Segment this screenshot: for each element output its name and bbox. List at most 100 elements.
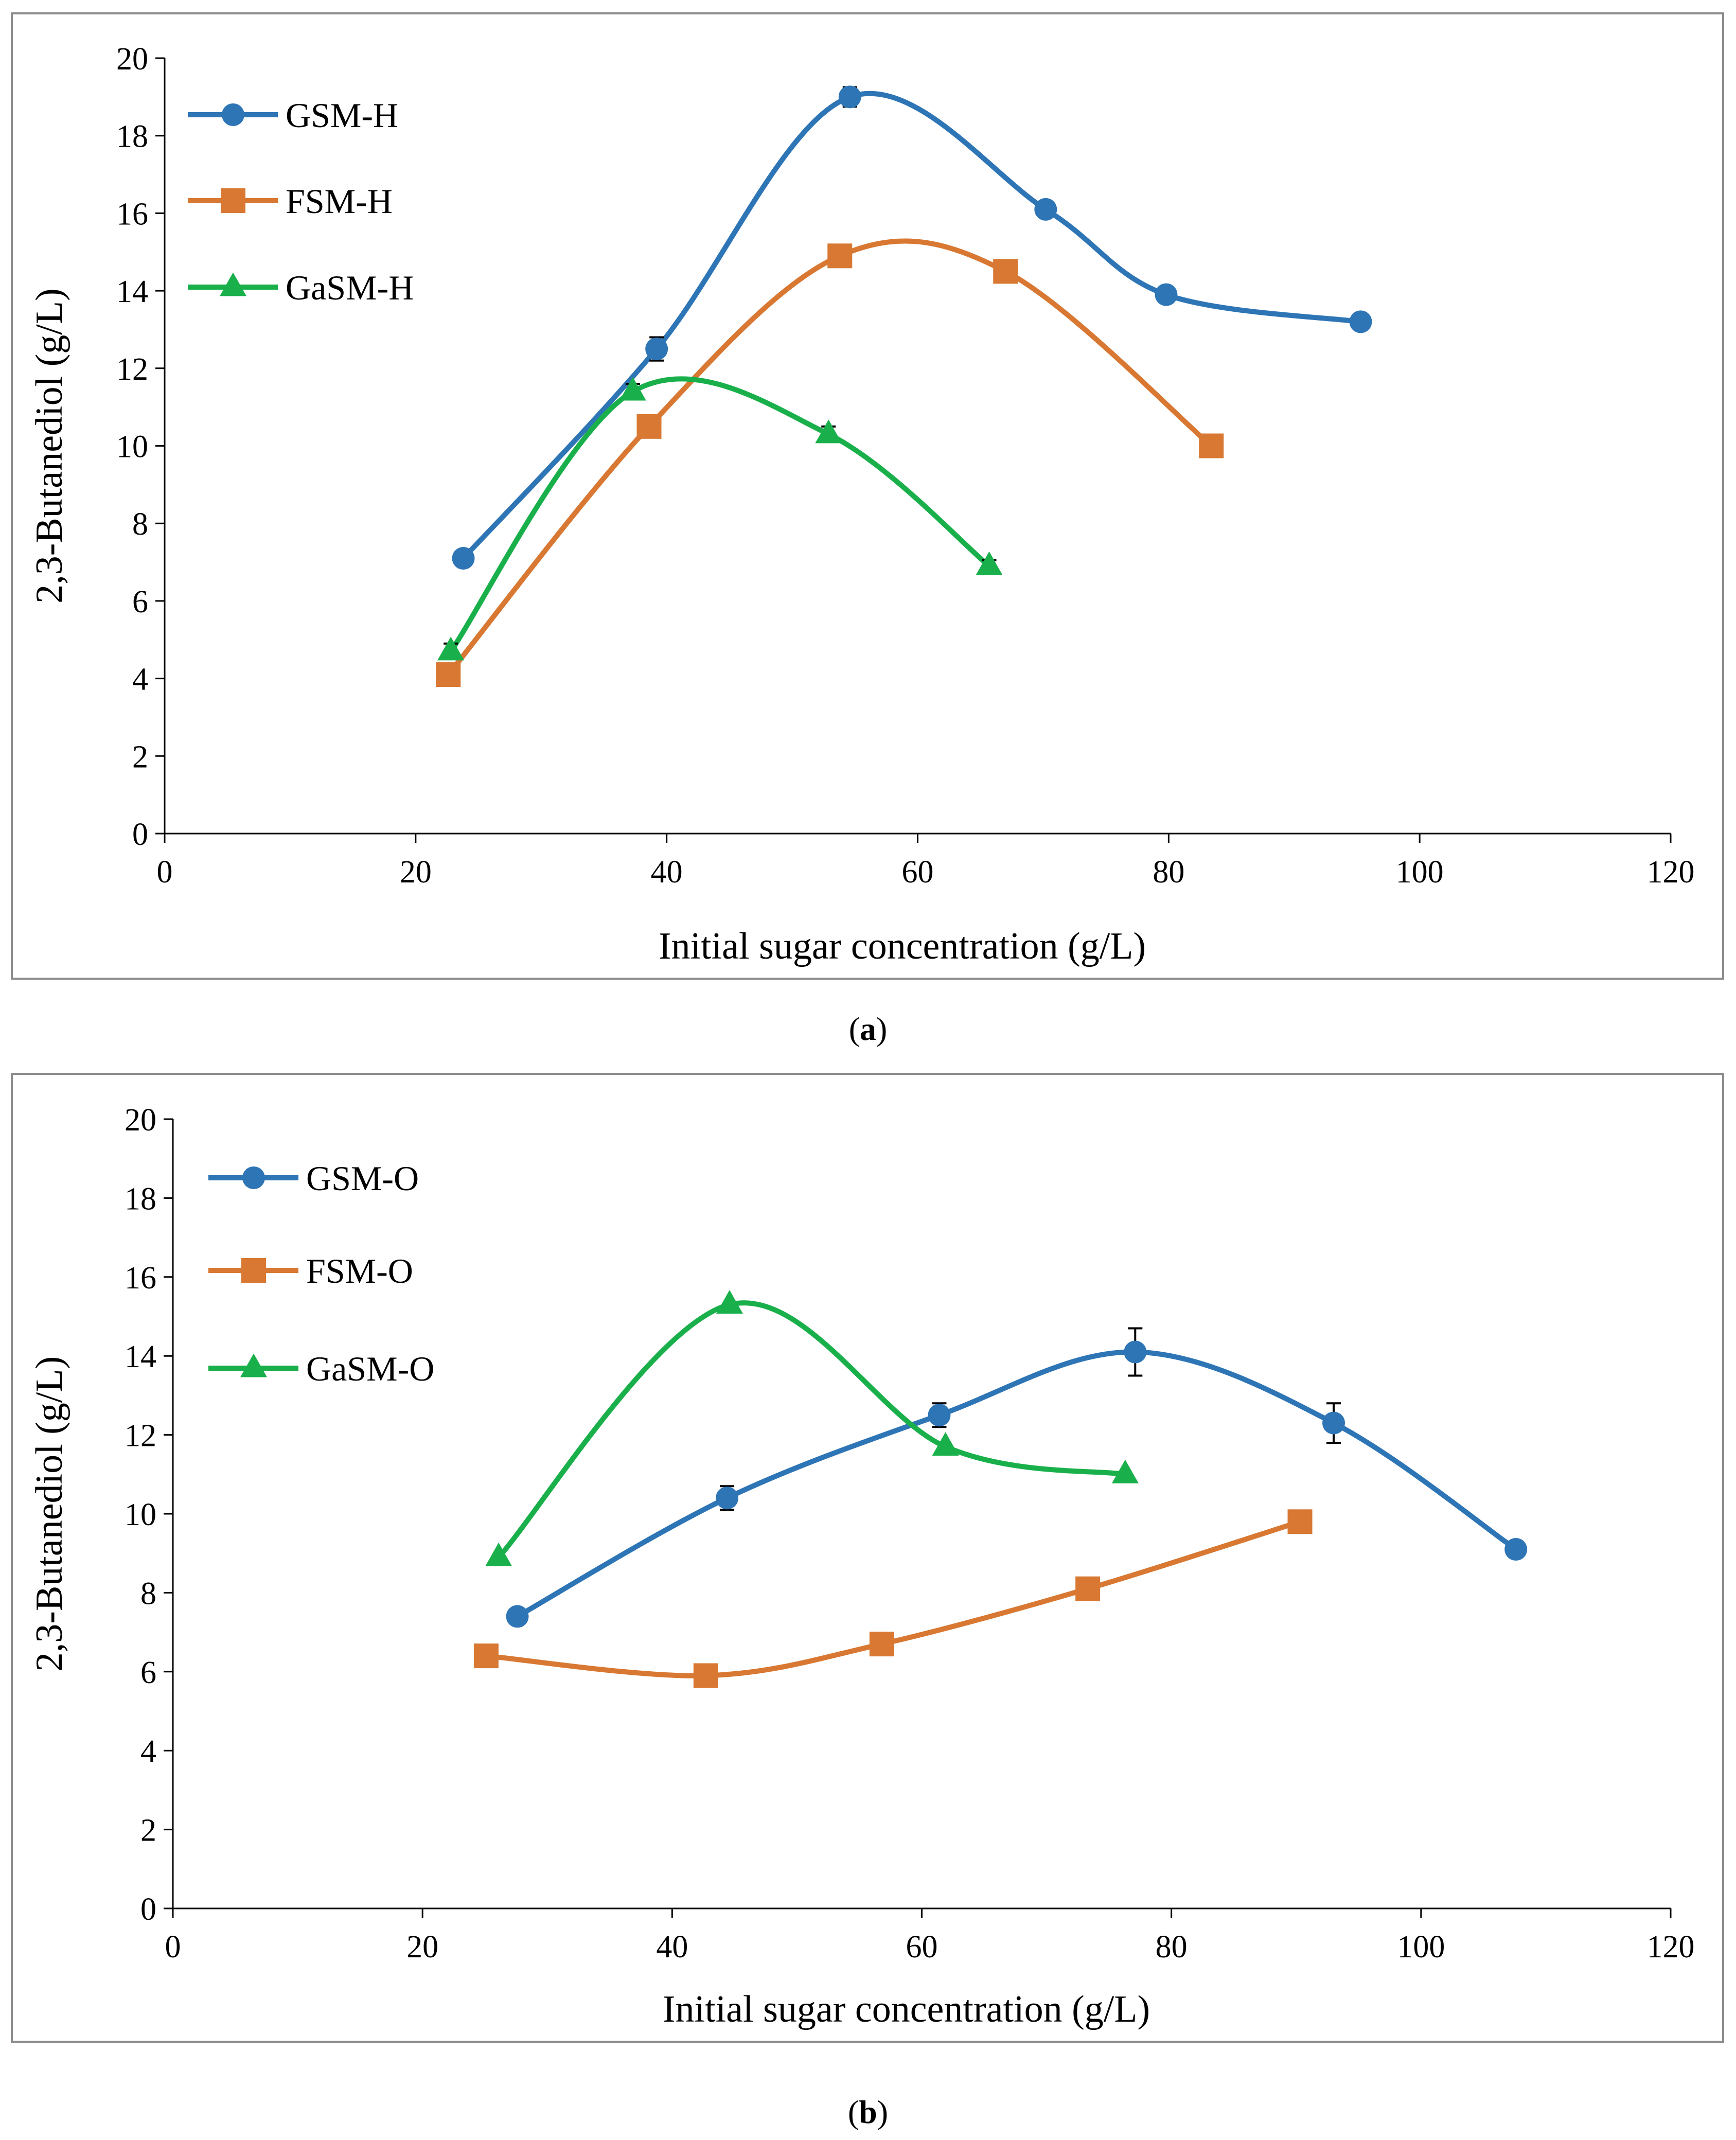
caption-a: (a)	[0, 1009, 1736, 1050]
chart-b-x-tick-label: 0	[165, 1930, 181, 1965]
chart-b-legend-label: FSM-O	[306, 1251, 413, 1290]
chart-a-legend-marker	[221, 188, 245, 213]
chart-a-data-point	[993, 259, 1018, 284]
chart-a-y-tick-label: 12	[116, 352, 148, 387]
chart-b-data-point	[1504, 1538, 1528, 1561]
chart-a-legend-marker	[220, 272, 246, 296]
chart-a-y-axis-label: 2,3-Butanediol (g/L)	[28, 288, 70, 603]
chart-b-svg: 0 2 4 6 8 10 12 14 16 18 20 0 20 40 60 80 100 120 Initial …	[28, 1103, 1695, 2030]
chart-a-legend-marker	[222, 103, 244, 126]
chart-b-data-point	[932, 1432, 959, 1456]
chart-a-legend-label: FSM-H	[286, 182, 393, 221]
chart-b-y-tick-label: 10	[125, 1497, 156, 1532]
caption-a-open: (	[848, 1011, 860, 1047]
chart-b-legend-fsm-o: FSM-O	[208, 1251, 413, 1290]
chart-a-data-point	[436, 662, 461, 687]
chart-b-legend-marker	[241, 1258, 266, 1283]
chart-b-y-tick-label: 12	[125, 1419, 156, 1454]
chart-b-y-axis-label: 2,3-Butanediol (g/L)	[28, 1356, 70, 1671]
chart-a-x-axis-label: Initial sugar concentration (g/L)	[659, 925, 1146, 967]
chart-b-x-tick-label: 100	[1397, 1930, 1445, 1965]
chart-a-data-point	[838, 85, 861, 109]
chart-b-x-tick-label: 80	[1156, 1930, 1188, 1965]
chart-a-data-point	[636, 414, 662, 439]
chart-a-y-tick-label: 8	[132, 507, 148, 542]
chart-b-data-point	[716, 1289, 743, 1314]
chart-panel-b: 0 2 4 6 8 10 12 14 16 18 20 0 20 40 60 80 100 120 Initial …	[11, 1073, 1724, 2043]
chart-a-legend-fsm-h: FSM-H	[188, 182, 393, 221]
chart-a-y-tick-label: 4	[132, 662, 148, 697]
chart-a-series-line	[448, 376, 992, 654]
chart-b-data-point	[1111, 1459, 1139, 1483]
chart-b-y-tick-label: 4	[140, 1734, 156, 1769]
chart-a-svg: 0 2 4 6 8 10 12 14 16 18 20 0 20 40 60 80 100 120 Initial …	[28, 42, 1695, 967]
caption-a-close: )	[876, 1011, 888, 1047]
chart-b-legend-marker	[242, 1166, 265, 1189]
chart-a-data-point	[1349, 310, 1372, 333]
chart-b-y-tick-label: 8	[140, 1576, 156, 1611]
chart-b-data-point	[869, 1632, 894, 1657]
chart-a-x-tick-label: 60	[902, 855, 934, 890]
chart-a-x-tick-label: 20	[400, 855, 432, 890]
chart-b-legend-gsm-o: GSM-O	[208, 1159, 419, 1198]
chart-b-series-fsm-o	[473, 1509, 1313, 1688]
caption-b: (b)	[0, 2092, 1736, 2133]
chart-a-series-gsm-h	[452, 85, 1372, 570]
chart-a-y-tick-label: 14	[116, 274, 148, 309]
chart-b-series-line	[496, 1300, 1128, 1560]
chart-a-data-point	[437, 636, 465, 661]
chart-a-y-tick-label: 2	[132, 739, 148, 774]
chart-a-data-point	[452, 547, 475, 570]
chart-a-data-point	[827, 243, 853, 269]
chart-b-data-point	[485, 1542, 512, 1566]
chart-b-legend-marker	[240, 1353, 267, 1377]
chart-a-series-line	[446, 238, 1214, 678]
chart-b-data-point	[1124, 1340, 1147, 1364]
caption-a-letter: a	[860, 1011, 876, 1047]
chart-a-y-tick-label: 18	[116, 119, 148, 154]
chart-a-x-tick-label: 100	[1396, 855, 1444, 890]
chart-b-data-point	[716, 1487, 739, 1510]
chart-a-data-point	[1199, 433, 1224, 458]
chart-a-data-point	[619, 377, 646, 401]
chart-a-data-point	[645, 338, 668, 361]
chart-a-series-fsm-h	[436, 238, 1224, 687]
chart-a-legend-label: GaSM-H	[286, 268, 414, 307]
chart-a-legend-label: GSM-H	[286, 96, 398, 135]
chart-b-data-point	[1075, 1576, 1101, 1601]
chart-b-y-tick-label: 0	[140, 1892, 156, 1927]
chart-a-y-tick-label: 20	[116, 42, 148, 77]
chart-a-y-tick-label: 10	[116, 430, 148, 465]
chart-b-legend-gasm-o: GaSM-O	[208, 1349, 434, 1388]
chart-b-series-gsm-o	[506, 1327, 1528, 1628]
chart-b-y-tick-label: 2	[140, 1813, 156, 1848]
chart-b-legend-label: GaSM-O	[306, 1349, 434, 1388]
caption-b-open: (	[847, 2094, 859, 2130]
chart-b-y-tick-label: 16	[125, 1261, 156, 1296]
chart-b-data-point	[1322, 1411, 1345, 1435]
chart-b-y-tick-label: 6	[140, 1655, 156, 1690]
chart-a-x-tick-label: 120	[1647, 855, 1695, 890]
chart-a-series-gasm-h	[437, 376, 1003, 661]
caption-b-close: )	[877, 2094, 889, 2130]
chart-b-data-point	[693, 1663, 718, 1688]
chart-b-legend-label: GSM-O	[306, 1159, 419, 1198]
chart-b-x-tick-label: 40	[656, 1930, 688, 1965]
chart-b-y-tick-label: 14	[125, 1339, 156, 1374]
chart-b-x-tick-label: 20	[406, 1930, 438, 1965]
chart-b-x-tick-label: 60	[906, 1930, 938, 1965]
chart-a-y-tick-label: 0	[132, 817, 148, 852]
chart-a-data-point	[1034, 198, 1057, 221]
chart-b-x-axis-label: Initial sugar concentration (g/L)	[663, 1988, 1150, 2030]
chart-b-data-point	[506, 1605, 529, 1628]
chart-b-series-gasm-o	[485, 1289, 1139, 1566]
chart-b-data-point	[473, 1643, 499, 1669]
chart-a-data-point	[1155, 283, 1178, 306]
chart-panel-a: 0 2 4 6 8 10 12 14 16 18 20 0 20 40 60 80 100 120 Initial …	[11, 12, 1724, 980]
chart-a-data-point	[976, 551, 1003, 575]
chart-a-x-tick-label: 40	[651, 855, 683, 890]
chart-a-x-tick-label: 80	[1153, 855, 1184, 890]
chart-a-y-tick-label: 16	[116, 197, 148, 232]
chart-a-x-tick-label: 0	[157, 855, 173, 890]
chart-b-series-line	[515, 1349, 1519, 1619]
